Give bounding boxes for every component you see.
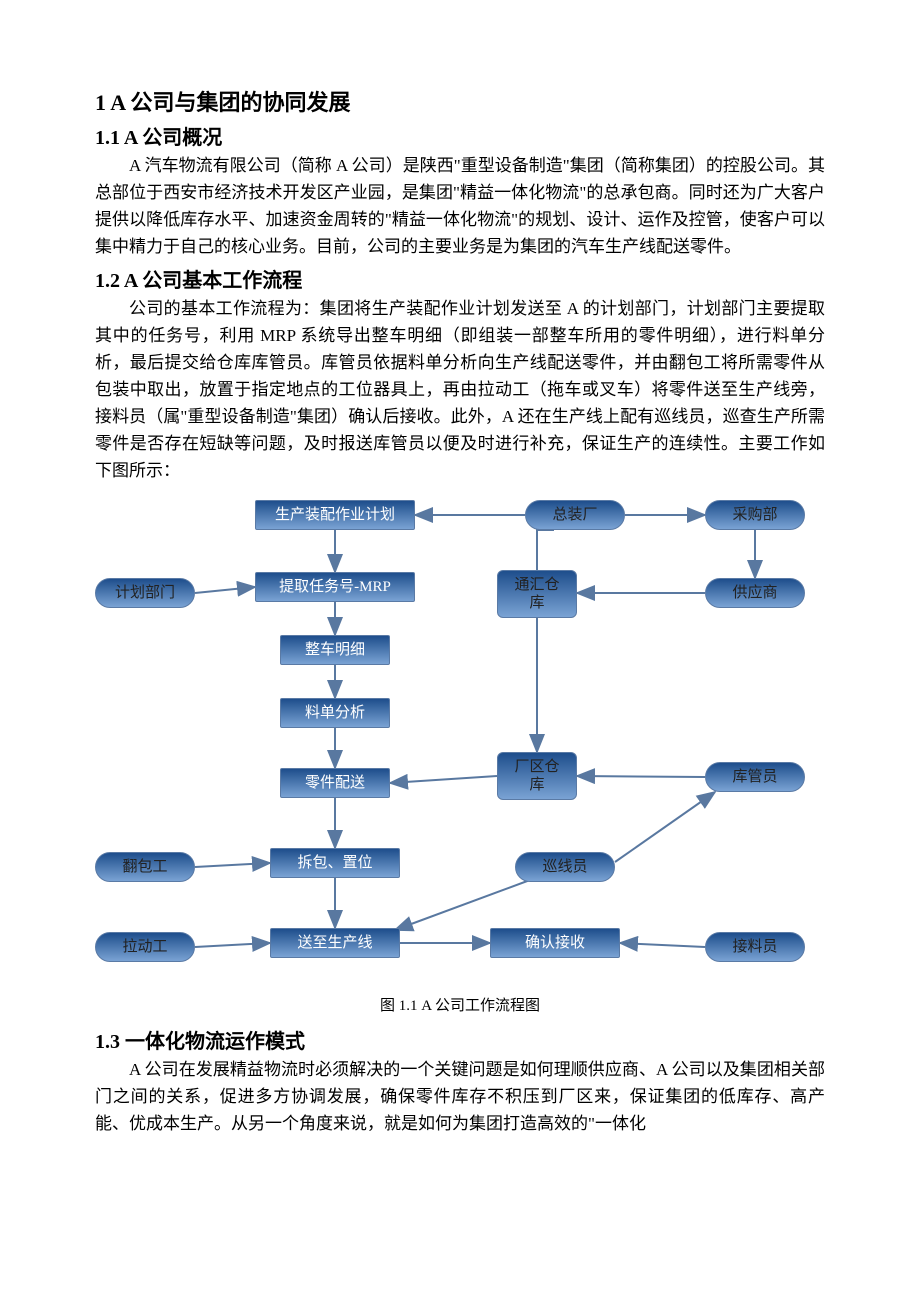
flow-node-zzc: 总装厂 [525, 500, 625, 530]
flow-node-fby: 翻包工 [95, 852, 195, 882]
document-page: 1 A 公司与集团的协同发展 1.1 A 公司概况 A 汽车物流有限公司（简称 … [0, 0, 920, 1197]
flow-edge-jly-qrjs [620, 943, 705, 947]
flow-node-szsc: 送至生产线 [270, 928, 400, 958]
heading-1-3: 1.3 一体化物流运作模式 [95, 1025, 825, 1054]
flow-node-mrp: 提取任务号-MRP [255, 572, 415, 602]
figure-caption: 图 1.1 A 公司工作流程图 [95, 994, 825, 1015]
flow-node-qrjs: 确认接收 [490, 928, 620, 958]
para-1-3: A 公司在发展精益物流时必须解决的一个关键问题是如何理顺供应商、A 公司以及集团… [95, 1056, 825, 1137]
flow-node-cqck: 厂区仓 库 [497, 752, 577, 800]
flow-node-thck: 通汇仓 库 [497, 570, 577, 618]
para-1-1: A 汽车物流有限公司（简称 A 公司）是陕西"重型设备制造"集团（简称集团）的控… [95, 152, 825, 260]
flow-edge-kgy-cqck [577, 776, 705, 777]
flow-node-cgb: 采购部 [705, 500, 805, 530]
heading-1-2: 1.2 A 公司基本工作流程 [95, 264, 825, 293]
flow-edge-fby-cbzw [195, 863, 270, 867]
flow-edge-xxy-szsc [395, 880, 530, 930]
flow-node-gys: 供应商 [705, 578, 805, 608]
heading-1: 1 A 公司与集团的协同发展 [95, 85, 825, 117]
flow-node-zcmx: 整车明细 [280, 635, 390, 665]
flow-node-jly: 接料员 [705, 932, 805, 962]
flow-node-ps: 零件配送 [280, 768, 390, 798]
flow-node-kgy: 库管员 [705, 762, 805, 792]
flow-edge-ldg-szsc [195, 943, 270, 947]
heading-1-1: 1.1 A 公司概况 [95, 121, 825, 150]
flow-edge-cqck-ps [390, 776, 497, 783]
flowchart-edges [95, 500, 825, 980]
flowchart: 生产装配作业计划 总装厂 采购部计划部门 提取任务号-MRP 通汇仓 库 供应商整车明细料… [95, 500, 825, 980]
flow-edge-jhbm-mrp [195, 587, 255, 593]
flow-node-jhbm: 计划部门 [95, 578, 195, 608]
flow-edge-xxy-kgy [615, 792, 715, 862]
flow-node-cbzw: 拆包、置位 [270, 848, 400, 878]
flow-node-plan: 生产装配作业计划 [255, 500, 415, 530]
flow-node-ldfx: 料单分析 [280, 698, 390, 728]
flow-node-xxy: 巡线员 [515, 852, 615, 882]
para-1-2: 公司的基本工作流程为：集团将生产装配作业计划发送至 A 的计划部门，计划部门主要… [95, 295, 825, 484]
flow-node-ldg: 拉动工 [95, 932, 195, 962]
